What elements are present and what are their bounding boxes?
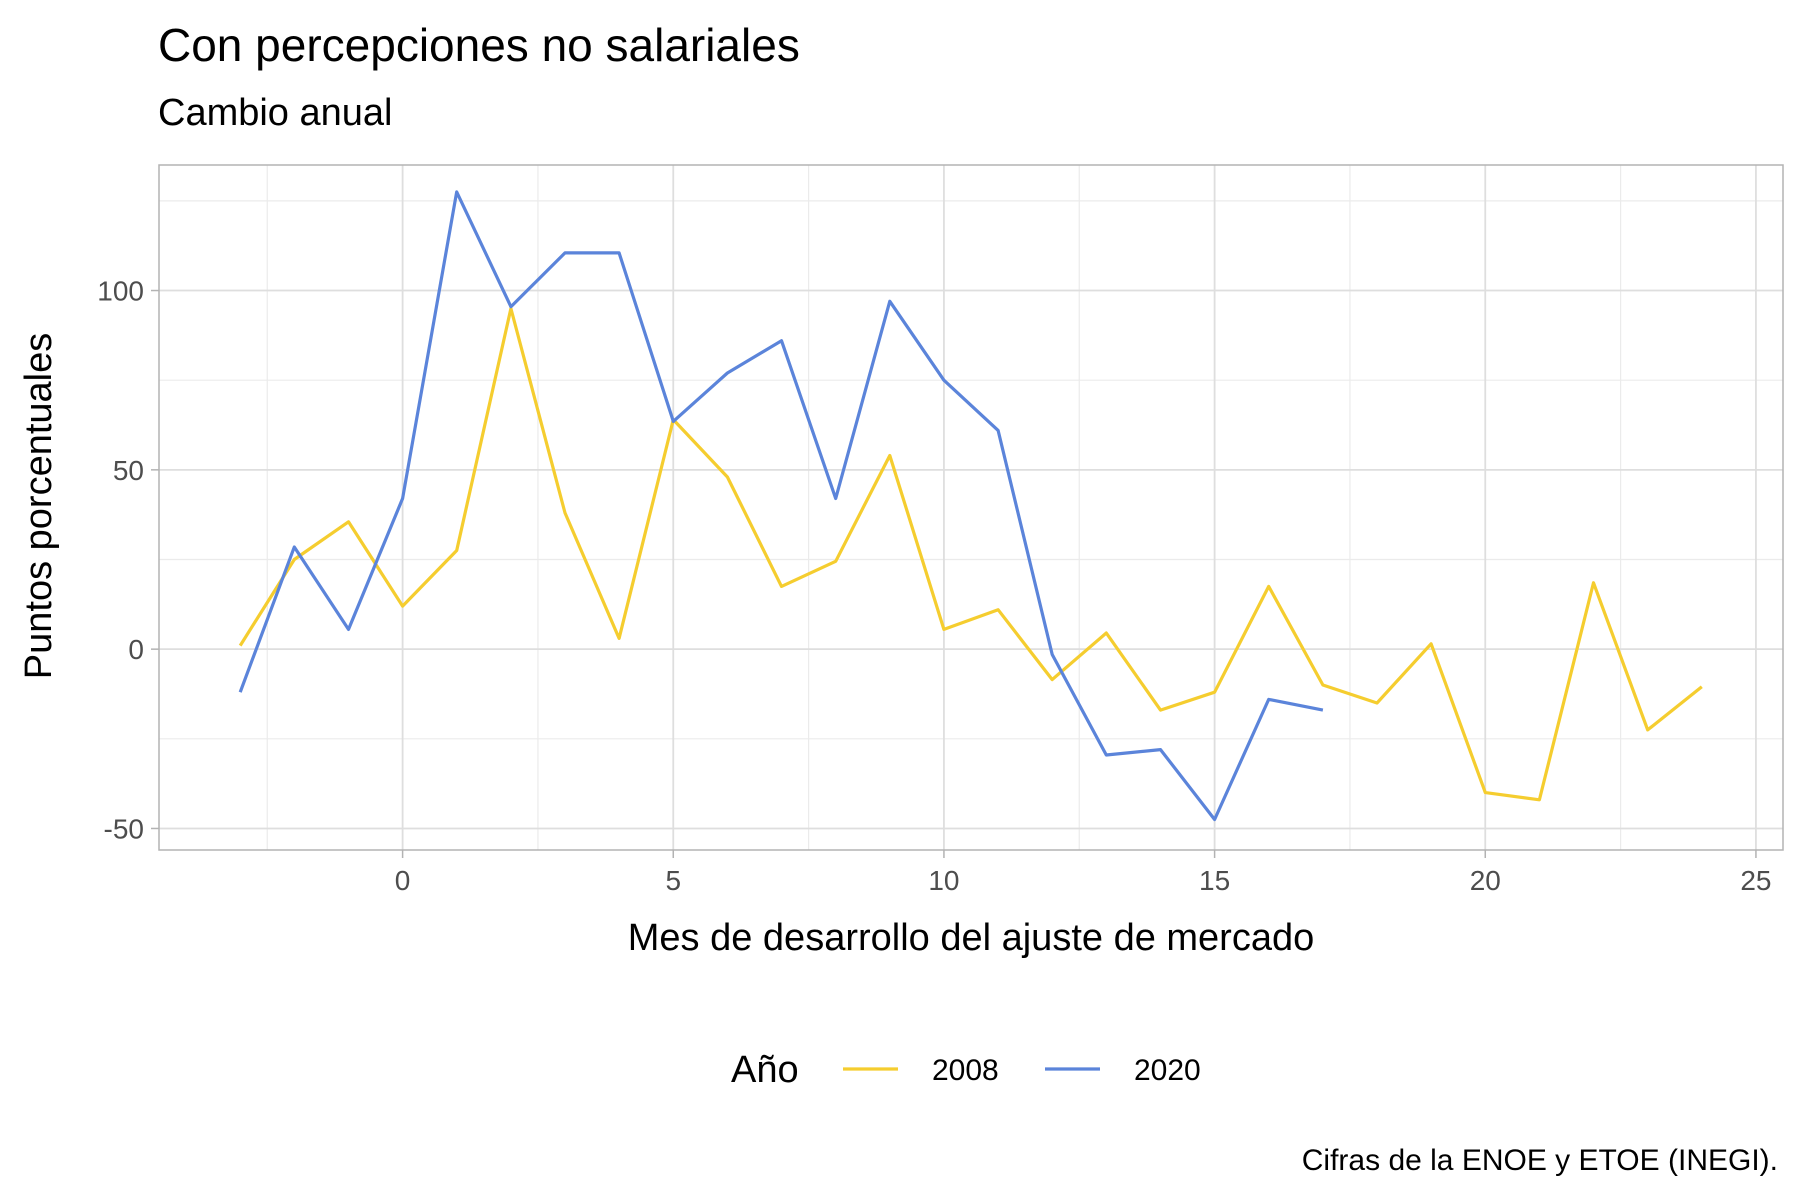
x-tick-label: 0	[395, 865, 411, 896]
y-tick-label: -50	[104, 813, 144, 844]
y-axis-ticks: -50 0 50 100	[97, 276, 159, 844]
x-axis-ticks: 0 5 10 15 20 25	[395, 850, 1772, 896]
y-tick-label: 100	[97, 276, 144, 307]
y-tick-label: 0	[128, 634, 144, 665]
chart-caption: Cifras de la ENOE y ETOE (INEGI).	[1301, 1144, 1778, 1177]
series-line-2008	[238, 306, 1703, 802]
x-tick-label: 15	[1199, 865, 1230, 896]
legend: Año 2008 2020	[731, 1049, 1201, 1091]
legend-title: Año	[731, 1049, 799, 1091]
y-tick-label: 50	[113, 455, 144, 486]
series-line-2020	[238, 190, 1324, 822]
series-lines	[238, 190, 1703, 822]
major-grid	[159, 165, 1783, 850]
chart-title: Con percepciones no salariales	[158, 19, 800, 71]
y-axis-title: Puntos porcentuales	[18, 333, 60, 679]
panel-border	[158, 164, 1784, 851]
legend-label-2008: 2008	[932, 1054, 999, 1087]
x-tick-label: 20	[1470, 865, 1501, 896]
legend-label-2020: 2020	[1134, 1054, 1201, 1087]
x-axis-title: Mes de desarrollo del ajuste de mercado	[628, 917, 1315, 959]
chart-subtitle: Cambio anual	[158, 92, 393, 134]
x-tick-label: 5	[665, 865, 681, 896]
x-tick-label: 25	[1740, 865, 1771, 896]
x-tick-label: 10	[928, 865, 959, 896]
minor-grid	[159, 165, 1783, 850]
